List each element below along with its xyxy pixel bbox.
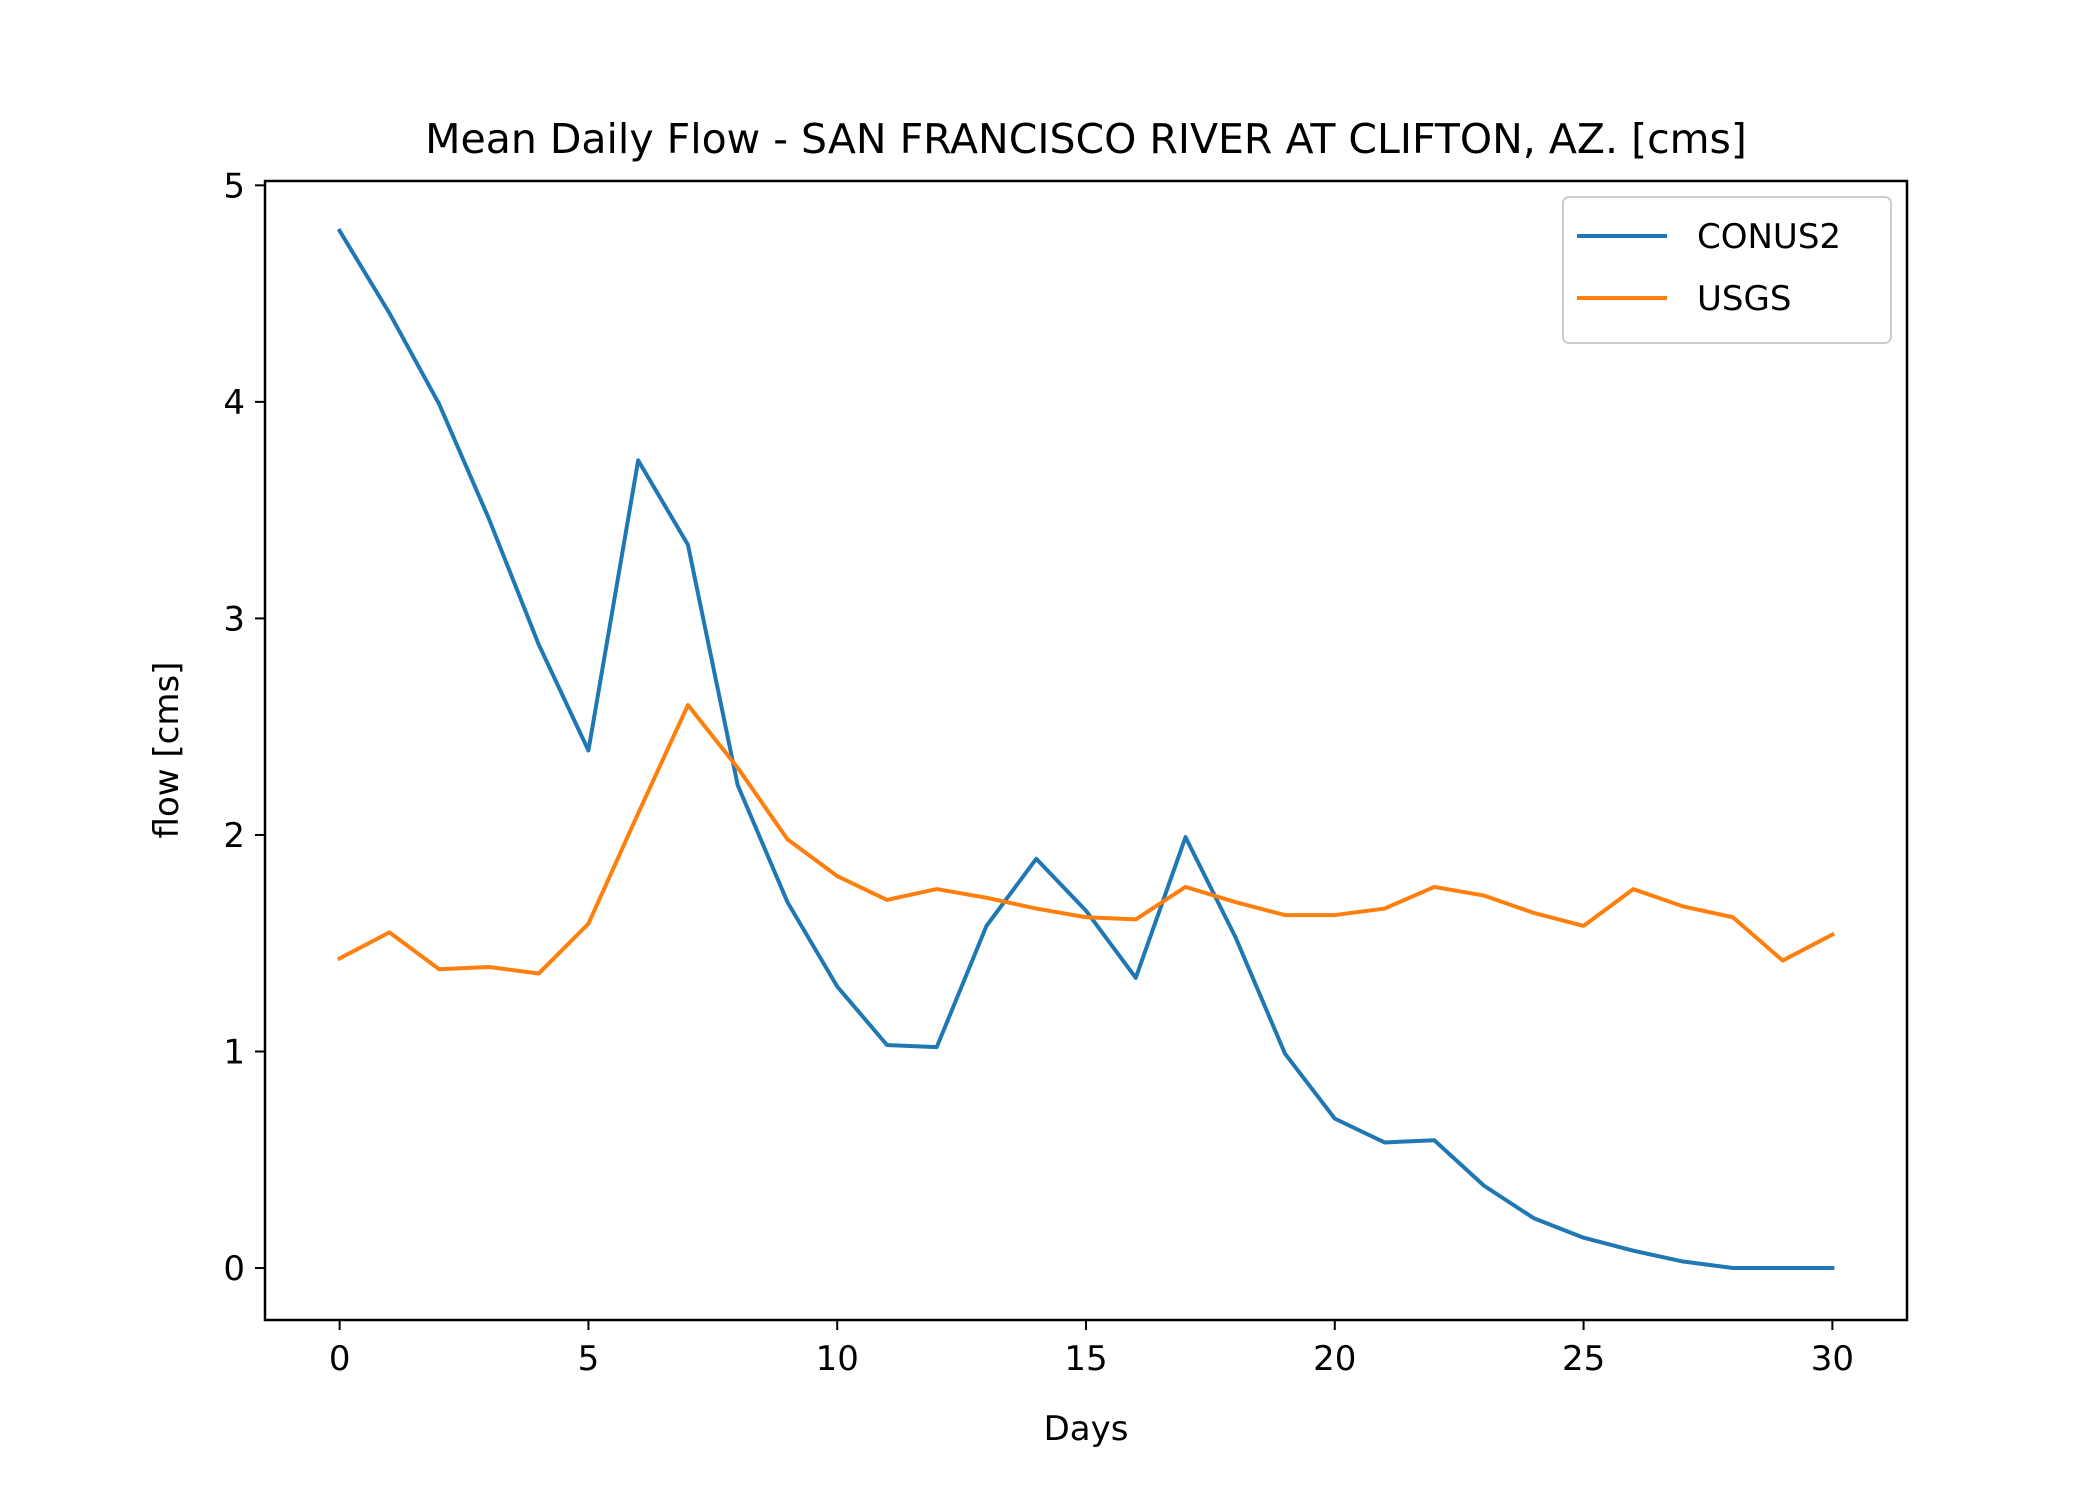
y-tick-label: 2 (223, 816, 245, 856)
y-tick-label: 3 (223, 599, 245, 639)
axes-frame (263, 179, 1909, 1322)
x-tick-label: 15 (1064, 1339, 1107, 1379)
legend-box (1562, 196, 1892, 344)
x-axis-label: Days (1044, 1409, 1129, 1449)
legend-label-usgs: USGS (1697, 279, 1791, 319)
x-tick-label: 25 (1562, 1339, 1605, 1379)
x-tick-label: 5 (578, 1339, 600, 1379)
y-tick-label: 4 (223, 383, 245, 423)
y-tick-label: 1 (223, 1032, 245, 1072)
series-line-usgs (336, 703, 1836, 976)
legend: CONUS2 USGS (1562, 196, 1892, 344)
x-tick-label: 20 (1313, 1339, 1356, 1379)
x-tick-label: 30 (1811, 1339, 1854, 1379)
y-tick-label: 0 (223, 1249, 245, 1289)
y-tick-label: 5 (223, 166, 245, 206)
chart-title: Mean Daily Flow - SAN FRANCISCO RIVER AT… (425, 115, 1747, 163)
series-line-conus2 (336, 228, 1835, 1271)
legend-label-conus2: CONUS2 (1697, 217, 1841, 257)
series-layer (336, 228, 1836, 1271)
x-tick-label: 10 (816, 1339, 859, 1379)
x-tick-label: 0 (329, 1339, 351, 1379)
ticks-layer: 0 5 10 15 20 25 30 0 1 2 3 4 5 (223, 166, 1854, 1379)
y-axis-label: flow [cms] (147, 662, 187, 839)
